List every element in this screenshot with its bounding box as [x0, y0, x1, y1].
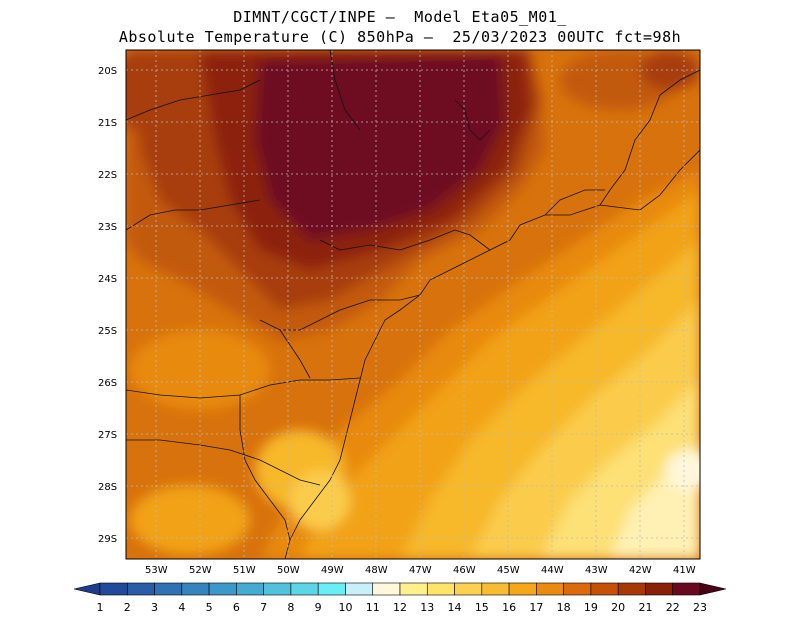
field-patch-southwest [130, 485, 250, 555]
colorbar-arrow-low [73, 582, 101, 596]
lon-label-43w: 43W [585, 565, 608, 576]
colorbar-swatch [317, 582, 346, 596]
field-band-12 [665, 450, 700, 490]
coastlines-and-borders [126, 50, 700, 559]
lon-label-42w: 42W [629, 565, 652, 576]
colorbar-swatch [426, 582, 455, 596]
colorbar-label: 19 [584, 601, 598, 614]
lon-label-41w: 41W [673, 565, 696, 576]
colorbar-label: 20 [611, 601, 625, 614]
border-sp-mg [319, 229, 491, 251]
colorbar-swatch [508, 582, 537, 596]
lon-label-51w: 51W [233, 565, 256, 576]
colorbar-label: 1 [97, 601, 104, 614]
colorbar-swatch [454, 582, 483, 596]
colorbar-label: 3 [151, 601, 158, 614]
lon-label-53w: 53W [145, 565, 168, 576]
lat-label-29s: 29S [98, 534, 117, 545]
border-pr-sc [126, 377, 361, 399]
field-band-23 [255, 55, 505, 240]
colorbar-label: 12 [393, 601, 407, 614]
colorbar-swatch [181, 582, 210, 596]
colorbar-swatch [372, 582, 401, 596]
colorbar-label: 15 [475, 601, 489, 614]
lat-label-26s: 26S [98, 378, 117, 389]
field-patch-northwest [126, 50, 170, 130]
colorbar-label: 16 [502, 601, 516, 614]
colorbar-label: 8 [287, 601, 294, 614]
colorbar-swatch [481, 582, 510, 596]
latitude-axis: 20S 21S 22S 23S 24S 25S 26S 27S 28S 29S [98, 66, 117, 545]
colorbar: 1 2 3 4 5 6 7 8 9 10 11 12 13 14 15 16 17 18 19 20 21 22 23 [73, 582, 727, 614]
colorbar-swatch [563, 582, 592, 596]
border-go [126, 79, 261, 121]
lon-label-44w: 44W [541, 565, 564, 576]
colorbar-swatch [536, 582, 564, 596]
colorbar-swatch [290, 582, 319, 596]
colorbar-label: 2 [124, 601, 131, 614]
colorbar-label: 23 [693, 601, 707, 614]
field-patch-northeast-b [640, 50, 700, 90]
colorbar-label: 14 [448, 601, 462, 614]
colorbar-label: 10 [338, 601, 352, 614]
lat-label-21s: 21S [98, 118, 117, 129]
temperature-field [126, 50, 700, 559]
colorbar-swatch [645, 582, 674, 596]
colorbar-label: 21 [638, 601, 652, 614]
coastline [284, 149, 700, 559]
colorbar-label: 13 [420, 601, 434, 614]
colorbar-label: 11 [366, 601, 380, 614]
colorbar-label: 9 [315, 601, 322, 614]
lon-label-47w: 47W [409, 565, 432, 576]
colorbar-swatch [263, 582, 292, 596]
colorbar-label: 22 [666, 601, 680, 614]
colorbar-swatch [208, 582, 237, 596]
colorbar-swatch [154, 582, 183, 596]
lat-label-27s: 27S [98, 430, 117, 441]
border-sp-pr [259, 294, 421, 331]
field-patch-south-b [290, 470, 350, 530]
colorbar-swatch [99, 582, 128, 596]
colorbar-label: 18 [557, 601, 571, 614]
lon-label-52w: 52W [189, 565, 212, 576]
colorbar-swatch [590, 582, 619, 596]
lon-label-46w: 46W [453, 565, 476, 576]
border-argentina [239, 395, 291, 541]
border-ms [126, 199, 261, 231]
colorbar-arrow-high [699, 582, 727, 596]
longitude-axis: 53W 52W 51W 50W 49W 48W 47W 46W 45W 44W … [145, 565, 696, 576]
lat-label-28s: 28S [98, 482, 117, 493]
colorbar-label: 6 [233, 601, 240, 614]
plot-frame [125, 49, 701, 560]
lon-label-50w: 50W [277, 565, 300, 576]
colorbar-swatch [126, 582, 155, 596]
border-rj-mg [544, 189, 605, 216]
colorbar-label: 5 [206, 601, 213, 614]
colorbar-swatch [345, 582, 374, 596]
lat-label-22s: 22S [98, 170, 117, 181]
colorbar-swatch [672, 582, 701, 596]
lon-label-49w: 49W [321, 565, 344, 576]
colorbar-label: 17 [529, 601, 543, 614]
colorbar-swatch [399, 582, 428, 596]
colorbar-label: 4 [178, 601, 185, 614]
colorbar-label: 7 [260, 601, 267, 614]
lon-label-48w: 48W [365, 565, 388, 576]
colorbar-swatch [236, 582, 264, 596]
map-title-line-2: Absolute Temperature (C) 850hPa – 25/03/… [118, 28, 682, 46]
border-north [329, 50, 361, 131]
border-es-mg [599, 69, 700, 206]
colorbar-swatch [617, 582, 646, 596]
border-paraguay [279, 329, 311, 379]
map-title-line-1: DIMNT/CGCT/INPE – Model Eta05_M01_ [233, 8, 567, 26]
lat-label-24s: 24S [98, 274, 117, 285]
lon-label-45w: 45W [497, 565, 520, 576]
lat-label-25s: 25S [98, 326, 117, 337]
graticule [126, 50, 700, 559]
border-lakes [454, 99, 491, 141]
lat-label-23s: 23S [98, 222, 117, 233]
border-sc-rs [126, 439, 321, 486]
lat-label-20s: 20S [98, 66, 117, 77]
